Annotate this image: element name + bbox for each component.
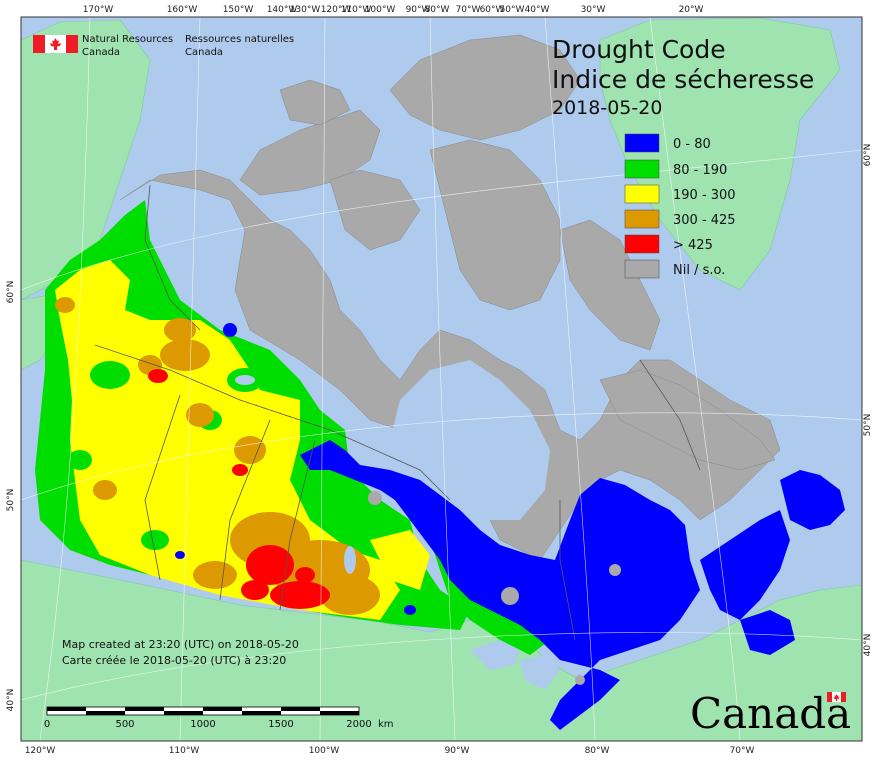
tick-top-60w: 60°W (480, 5, 505, 15)
agency-signature: Natural Resources Canada Ressources natu… (33, 34, 294, 58)
legend-swatch-0-80 (624, 133, 660, 153)
tick-top-80w: 80°W (425, 5, 450, 15)
agency-name-fr-line2: Canada (185, 47, 223, 58)
scale-label-2000: 2000 (346, 719, 371, 730)
title-french: Indice de sécheresse (552, 65, 814, 94)
top-longitude-ticks: 170°W 160°W 150°W 140°W 130°W 120°W 110°… (83, 5, 704, 15)
scale-label-0: 0 (44, 719, 50, 730)
legend-label-0-80: 0 - 80 (673, 137, 711, 152)
canada-flag-icon (33, 35, 78, 53)
tick-top-50w: 50°W (500, 5, 525, 15)
nil-patches (368, 491, 621, 685)
tick-top-120w: 120°W (321, 5, 352, 15)
scale-bar: 0 500 1000 1500 2000 km (44, 706, 394, 730)
title-english: Drought Code (552, 35, 726, 64)
tick-bottom-70w: 70°W (730, 746, 755, 756)
scale-label-1500: 1500 (268, 719, 293, 730)
tick-bottom-90w: 90°W (445, 746, 470, 756)
legend-label-nil: Nil / s.o. (673, 263, 725, 278)
tick-bottom-110w: 110°W (169, 746, 200, 756)
legend-label-300-425: 300 - 425 (673, 213, 736, 228)
left-latitude-ticks: 60°N 50°N 40°N (6, 281, 16, 712)
tick-bottom-80w: 80°W (585, 746, 610, 756)
tick-left-50n: 50°N (6, 489, 16, 512)
legend-label-190-300: 190 - 300 (673, 188, 736, 203)
tick-top-170w: 170°W (83, 5, 114, 15)
tick-top-150w: 150°W (223, 5, 254, 15)
bottom-longitude-ticks: 120°W 110°W 100°W 90°W 80°W 70°W (25, 746, 755, 756)
tick-top-140w: 140°W (267, 5, 298, 15)
wordmark-text: Canada (690, 689, 851, 738)
scale-label-500: 500 (115, 719, 134, 730)
wordmark-flag-icon (827, 692, 846, 702)
drought-zone-190-300 (55, 260, 430, 620)
tick-top-30w: 30°W (581, 5, 606, 15)
agency-name-fr-line1: Ressources naturelles (185, 34, 294, 45)
legend-swatch-190-300 (624, 184, 660, 204)
credit-french: Carte créée le 2018-05-20 (UTC) à 23:20 (62, 654, 286, 667)
map-date: 2018-05-20 (552, 97, 662, 119)
right-latitude-ticks: 60°N 50°N 40°N (863, 144, 873, 657)
map-title: Drought Code Indice de sécheresse 2018-0… (552, 35, 814, 119)
legend-label-80-190: 80 - 190 (673, 163, 727, 178)
legend-swatch-80-190 (624, 159, 660, 179)
tick-top-130w: 130°W (290, 5, 321, 15)
tick-top-160w: 160°W (167, 5, 198, 15)
tick-bottom-120w: 120°W (25, 746, 56, 756)
map-border (20, 16, 863, 742)
tick-right-60n: 60°N (863, 144, 873, 167)
legend: 0 - 80 80 - 190 190 - 300 300 - 425 > 42… (624, 133, 736, 279)
canada-wordmark: Canada (690, 689, 851, 738)
tick-bottom-100w: 100°W (309, 746, 340, 756)
tick-right-40n: 40°N (863, 634, 873, 657)
legend-label-above-425: > 425 (673, 238, 713, 253)
tick-top-40w: 40°W (525, 5, 550, 15)
legend-swatch-nil (624, 259, 660, 279)
great-lakes (235, 375, 560, 690)
agency-name-en-line1: Natural Resources (82, 34, 173, 45)
credit-english: Map created at 23:20 (UTC) on 2018-05-20 (62, 638, 299, 651)
agency-name-en-line2: Canada (82, 47, 120, 58)
legend-swatch-300-425 (624, 209, 660, 229)
provincial-boundaries (94, 184, 701, 641)
tick-top-20w: 20°W (679, 5, 704, 15)
tick-top-110w: 110°W (341, 5, 372, 15)
drought-zone-0-80 (175, 323, 845, 730)
tick-left-40n: 40°N (6, 689, 16, 712)
hudson-bay (390, 360, 550, 520)
legend-swatch-above-425 (624, 234, 660, 254)
map-credits: Map created at 23:20 (UTC) on 2018-05-20… (62, 638, 299, 667)
scale-unit: km (378, 719, 394, 730)
drought-zone-above-425 (148, 369, 330, 609)
tick-top-90w: 90°W (406, 5, 431, 15)
tick-top-100w: 100°W (365, 5, 396, 15)
tick-right-50n: 50°N (863, 414, 873, 437)
scale-label-1000: 1000 (190, 719, 215, 730)
tick-left-60n: 60°N (6, 281, 16, 304)
tick-top-70w: 70°W (456, 5, 481, 15)
